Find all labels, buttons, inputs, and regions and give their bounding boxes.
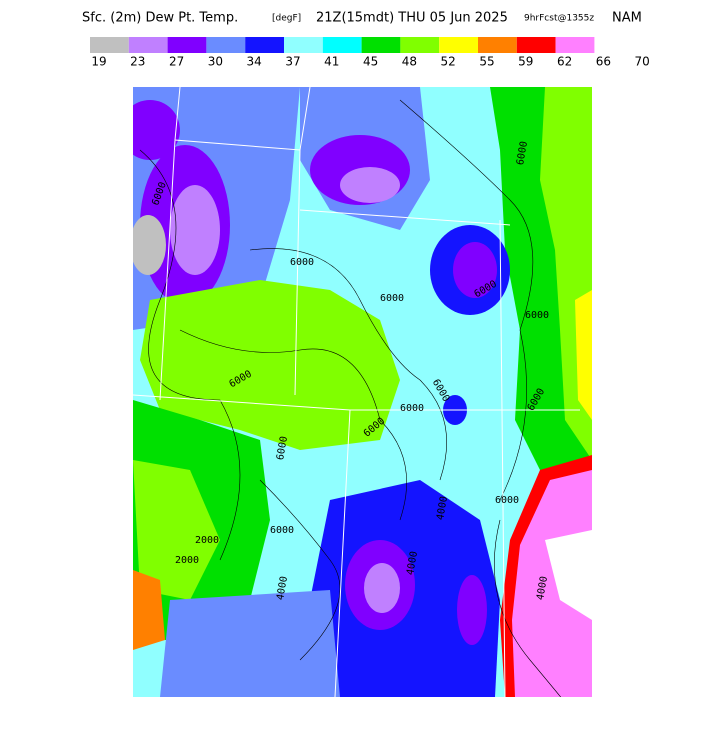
colorbar-swatch <box>361 37 401 53</box>
contour-label: 6000 <box>290 257 314 268</box>
contour-label: 6000 <box>275 435 290 461</box>
contour-label: 4000 <box>535 575 550 601</box>
field <box>133 460 220 600</box>
contour <box>179 329 407 521</box>
colorbar-label: 59 <box>518 55 533 69</box>
field <box>133 100 180 160</box>
contour-label: 2000 <box>195 535 219 546</box>
field <box>133 570 165 650</box>
contour-label: 6000 <box>400 403 424 414</box>
map <box>133 87 592 697</box>
colorbar-label: 48 <box>402 55 417 69</box>
contour-label: 4000 <box>275 575 290 601</box>
field <box>140 280 400 450</box>
colorbar-label: 55 <box>479 55 494 69</box>
contour-label: 6000 <box>495 495 519 506</box>
colorbar-swatch <box>245 37 284 53</box>
contour-label: 6000 <box>380 293 404 304</box>
colorbar-swatch <box>516 37 556 53</box>
colorbar-swatch <box>478 37 517 53</box>
title: Sfc. (2m) Dew Pt. Temp. [degF] 21Z(15mdt… <box>82 11 642 26</box>
colorbar-label: 70 <box>635 55 650 69</box>
colorbar-swatch <box>400 37 440 53</box>
contour-label: 2000 <box>175 555 199 566</box>
contour <box>249 248 447 481</box>
colorbar-label: 37 <box>285 55 300 69</box>
title-units: [degF] <box>272 14 301 24</box>
contour <box>259 479 341 661</box>
contour-labels: 6000 6000 6000 6000 6000 6000 6000 6000 … <box>150 140 550 601</box>
colorbar-label: 34 <box>247 55 262 69</box>
colorbar: 19 23 27 30 34 37 41 45 48 52 55 59 62 66 70 <box>90 37 650 69</box>
field <box>364 563 400 613</box>
colorbar-swatch <box>128 37 168 53</box>
colorbar-swatch <box>555 37 595 53</box>
colorbar-label: 30 <box>208 55 223 69</box>
field <box>170 185 220 275</box>
field <box>340 167 400 203</box>
colorbar-swatch <box>322 37 362 53</box>
title-main: Sfc. (2m) Dew Pt. Temp. <box>82 11 238 26</box>
colorbar-label: 62 <box>557 55 572 69</box>
contour-label: 6000 <box>270 525 294 536</box>
title-model: NAM <box>612 11 642 26</box>
contour <box>399 99 534 501</box>
field <box>133 215 166 275</box>
field <box>160 590 340 697</box>
field <box>453 242 497 298</box>
colorbar-swatch <box>284 37 323 53</box>
field <box>575 290 592 420</box>
contour-label: 6000 <box>525 310 549 321</box>
contour <box>139 149 241 561</box>
colorbar-label: 41 <box>324 55 339 69</box>
colorbar-label: 66 <box>596 55 611 69</box>
contour-label: 6000 <box>515 140 530 166</box>
boundary <box>133 87 580 697</box>
field <box>512 470 592 697</box>
title-valid: 21Z(15mdt) THU 05 Jun 2025 <box>316 11 508 26</box>
title-forecast: 9hrFcst@1355z <box>524 14 594 24</box>
colorbar-swatch <box>206 37 246 53</box>
colorbar-label: 23 <box>130 55 145 69</box>
contour <box>494 519 562 697</box>
contour-label: 4000 <box>405 550 420 576</box>
colorbar-label: 45 <box>363 55 378 69</box>
colorbar-swatch <box>167 37 207 53</box>
contour-label: 4000 <box>435 495 450 521</box>
colorbar-swatch <box>439 37 478 53</box>
colorbar-label: 27 <box>169 55 184 69</box>
field <box>457 575 487 645</box>
colorbar-label: 19 <box>91 55 106 69</box>
field <box>545 530 592 620</box>
colorbar-label: 52 <box>441 55 456 69</box>
colorbar-swatch <box>90 37 129 53</box>
